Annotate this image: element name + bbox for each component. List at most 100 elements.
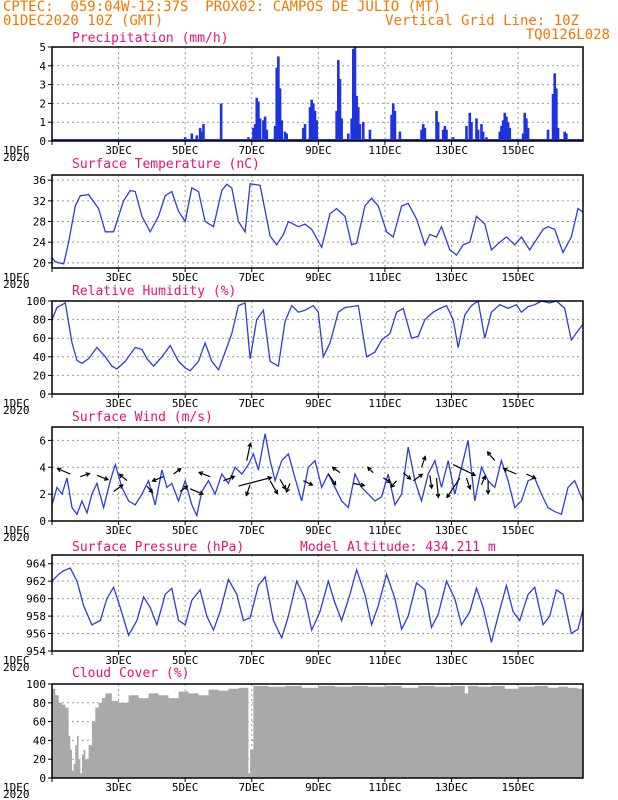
precip-bar: [277, 56, 280, 141]
precip-bar: [546, 129, 550, 141]
y-tick-label: 40: [33, 351, 46, 364]
wind-arrow: [146, 485, 153, 493]
precip-bar: [423, 127, 427, 141]
x-tick-label: 13DEC: [435, 654, 468, 667]
y-tick-label: 60: [33, 332, 46, 345]
precip-bar: [280, 120, 284, 141]
precip-bar: [265, 129, 269, 141]
pressure-frame: [51, 554, 584, 652]
precip-bar: [525, 118, 528, 141]
model-altitude-note: Model Altitude: 434.211 m: [300, 540, 496, 555]
precip-bar: [480, 124, 483, 141]
precip-bar: [565, 133, 568, 141]
y-tick-label: 954: [26, 645, 46, 658]
wind-arrow: [486, 451, 496, 461]
precip-bar: [195, 135, 199, 141]
precip-bar: [555, 88, 558, 141]
header-line-1: CPTEC: 059:04W-12:37S PROX02: CAMPOS DE …: [3, 0, 442, 15]
precip-bar: [361, 122, 365, 141]
cloud-cover-area: [52, 685, 583, 778]
precip-bar: [255, 97, 259, 141]
wind-arrow-head: [103, 476, 110, 481]
wind-arrow: [327, 473, 337, 486]
wind-arrow-head: [273, 489, 279, 495]
wind-arrow: [57, 468, 71, 475]
wind-arrow: [420, 456, 426, 468]
wind-arrow: [353, 482, 365, 487]
wind-arrow: [269, 480, 278, 494]
wind-arrow: [189, 488, 204, 495]
precip-bar: [356, 107, 360, 141]
x-tick-label: 7DEC: [238, 781, 265, 794]
y-tick-label: 960: [26, 593, 46, 606]
y-tick-label: 80: [33, 314, 46, 327]
y-tick-label: 6: [39, 434, 46, 447]
x-tick-label: 9DEC: [305, 654, 332, 667]
y-tick-label: 36: [33, 174, 46, 187]
precip-title: Precipitation (mm/h): [72, 31, 229, 46]
wind-arrow-head: [331, 466, 337, 472]
wind-arrow: [152, 476, 164, 482]
x-year-label: 2020: [3, 788, 30, 800]
wind-arrow-head: [247, 442, 253, 448]
wind-frame: [51, 426, 584, 522]
wind-arrow-head: [148, 488, 154, 494]
wind-arrow: [332, 466, 341, 474]
precip-bar: [503, 112, 507, 141]
x-tick-label: 15DEC: [502, 524, 535, 537]
wind-arrow-head: [230, 475, 236, 480]
x-tick-label: 13DEC: [435, 781, 468, 794]
precip-bar: [350, 118, 353, 141]
precip-bar: [481, 131, 485, 141]
precip-bar: [283, 131, 287, 141]
precip-bar: [421, 124, 425, 141]
x-tick-label: 5DEC: [172, 524, 199, 537]
header-grid-note: Vertical Grid Line: 10Z: [385, 13, 579, 29]
precip-bar: [335, 110, 338, 141]
wind-arrow: [465, 477, 471, 489]
precip-bar: [435, 110, 438, 141]
wind-arrow-head: [531, 474, 537, 480]
precip-bar: [563, 131, 566, 141]
y-tick-label: 3: [39, 79, 46, 92]
x-tick-label: 11DEC: [368, 397, 401, 410]
precip-bar: [506, 122, 510, 141]
precip-bar: [285, 133, 289, 141]
wind-arrow: [173, 468, 182, 475]
precip-bar: [441, 129, 445, 141]
precip-bar: [338, 78, 342, 141]
wind-arrow: [96, 474, 109, 481]
y-tick-label: 4: [39, 60, 46, 73]
x-year-label: 2020: [3, 404, 30, 417]
precip-bar: [420, 129, 423, 141]
precip-bar: [263, 116, 267, 141]
wind-arrow-head: [390, 483, 396, 489]
y-tick-label: 60: [33, 716, 46, 729]
wind-arrow: [246, 443, 252, 461]
precip-bar: [310, 99, 313, 141]
wind-arrow: [480, 475, 486, 485]
x-year-label: 2020: [3, 151, 30, 164]
wind-arrow: [446, 477, 461, 498]
y-tick-label: 28: [33, 216, 46, 229]
x-tick-label: 11DEC: [368, 144, 401, 157]
precip-bar: [523, 112, 527, 141]
wind-arrow: [452, 464, 476, 476]
wind-arrow: [279, 479, 287, 490]
x-tick-label: 1DEC: [3, 781, 30, 794]
wind-title: Surface Wind (m/s): [72, 410, 213, 425]
precip-bar: [258, 118, 262, 141]
wind-arrow: [412, 473, 423, 482]
temp-title: Surface Temperature (nC): [72, 157, 260, 172]
wind-arrow-head: [481, 474, 487, 481]
wind-arrow: [198, 471, 211, 478]
wind-arrow-head: [198, 490, 205, 496]
x-tick-label: 11DEC: [368, 271, 401, 284]
y-tick-label: 964: [26, 558, 46, 571]
y-tick-label: 100: [26, 295, 46, 308]
y-tick-label: 40: [33, 734, 46, 747]
wind-arrow-head: [418, 473, 424, 479]
precip-bar: [358, 124, 362, 141]
y-tick-label: 80: [33, 697, 46, 710]
